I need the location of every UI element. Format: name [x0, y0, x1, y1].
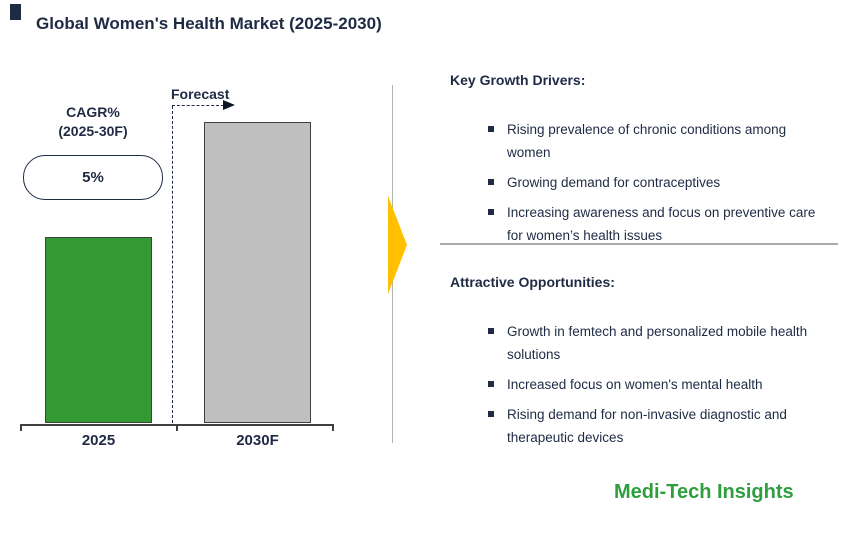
- forecast-dashed-line-vertical: [172, 106, 173, 423]
- x-tick-label-2030f: 2030F: [236, 432, 279, 449]
- x-axis-tick: [20, 424, 22, 431]
- cagr-value: 5%: [82, 169, 104, 186]
- x-axis-tick: [176, 424, 178, 431]
- decorative-navy-square: [10, 4, 21, 20]
- bullet-square-icon: [488, 381, 494, 387]
- driver-item-text: Growing demand for contraceptives: [507, 175, 721, 190]
- section-divider: [440, 243, 838, 245]
- bar-2030f: [204, 122, 311, 423]
- opportunity-item-text: Growth in femtech and personalized mobil…: [507, 324, 808, 362]
- list-item: Growing demand for contraceptives: [488, 171, 840, 194]
- bullet-square-icon: [488, 209, 494, 215]
- forecast-arrowhead-icon: [223, 100, 235, 110]
- list-item: Increased focus on women's mental health: [488, 373, 840, 396]
- forecast-dashed-line-horizontal: [172, 105, 224, 106]
- list-item: Rising demand for non-invasive diagnosti…: [488, 403, 840, 449]
- opportunity-item-text: Increased focus on women's mental health: [507, 377, 763, 392]
- cagr-value-pill: 5%: [23, 155, 163, 200]
- bullet-square-icon: [488, 328, 494, 334]
- bullet-square-icon: [488, 411, 494, 417]
- bar-2025: [45, 237, 152, 423]
- opportunities-heading: Attractive Opportunities:: [450, 274, 615, 290]
- opportunity-item-text: Rising demand for non-invasive diagnosti…: [507, 407, 787, 445]
- drivers-list: Rising prevalence of chronic conditions …: [488, 118, 840, 254]
- list-item: Rising prevalence of chronic conditions …: [488, 118, 840, 164]
- cagr-label: CAGR% (2025-30F): [58, 104, 128, 139]
- opportunities-list: Growth in femtech and personalized mobil…: [488, 320, 840, 456]
- page-title: Global Women's Health Market (2025-2030): [36, 14, 382, 33]
- forecast-label: Forecast: [171, 86, 230, 102]
- bullet-square-icon: [488, 179, 494, 185]
- x-axis-tick: [332, 424, 334, 431]
- list-item: Increasing awareness and focus on preven…: [488, 201, 840, 247]
- driver-item-text: Rising prevalence of chronic conditions …: [507, 122, 787, 160]
- gold-arrow-icon: [388, 196, 407, 294]
- medi-tech-insights-logo: Medi-Tech Insights: [614, 481, 794, 503]
- drivers-heading: Key Growth Drivers:: [450, 72, 586, 88]
- list-item: Growth in femtech and personalized mobil…: [488, 320, 840, 366]
- bullet-square-icon: [488, 126, 494, 132]
- x-tick-label-2025: 2025: [81, 432, 116, 449]
- driver-item-text: Increasing awareness and focus on preven…: [507, 205, 816, 243]
